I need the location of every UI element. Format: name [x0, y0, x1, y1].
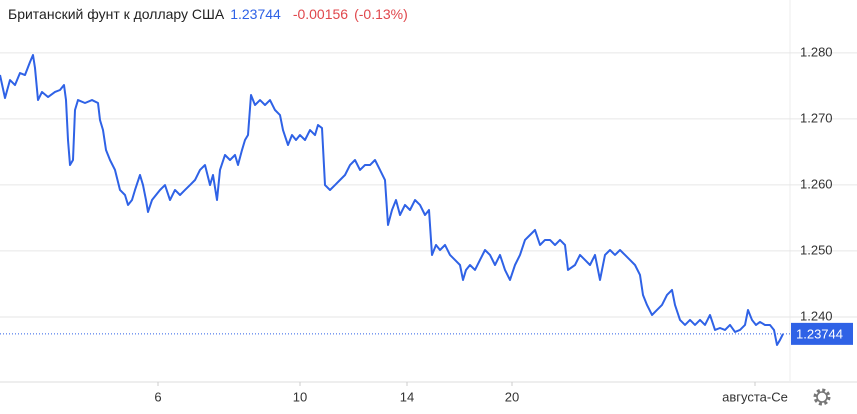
y-tick-label: 1.250: [800, 242, 833, 257]
y-tick-label: 1.240: [800, 308, 833, 323]
price: 1.23744: [230, 6, 281, 22]
x-tick-label: августа-Се: [722, 389, 788, 404]
y-tick-label: 1.260: [800, 176, 833, 191]
x-tick-label: 14: [400, 389, 414, 404]
settings-button[interactable]: [813, 388, 831, 406]
price-line: [0, 54, 784, 346]
title: Британский фунт к доллару США: [8, 6, 225, 22]
y-tick-label: 1.280: [800, 44, 833, 59]
gear-body: [816, 391, 828, 403]
x-tick-label: 20: [505, 389, 519, 404]
x-tick-label: 6: [154, 389, 161, 404]
x-tick-label: 10: [293, 389, 307, 404]
change-pct: (-0.13%): [354, 6, 408, 22]
last-price-box: [791, 322, 853, 345]
header: Британский фунт к доллару США 1.23744 -0.0…: [8, 6, 414, 22]
gear-teeth: [813, 388, 831, 406]
y-tick-label: 1.270: [800, 110, 833, 125]
last-price-label: 1.23744: [796, 326, 843, 341]
change: -0.00156: [292, 6, 349, 22]
